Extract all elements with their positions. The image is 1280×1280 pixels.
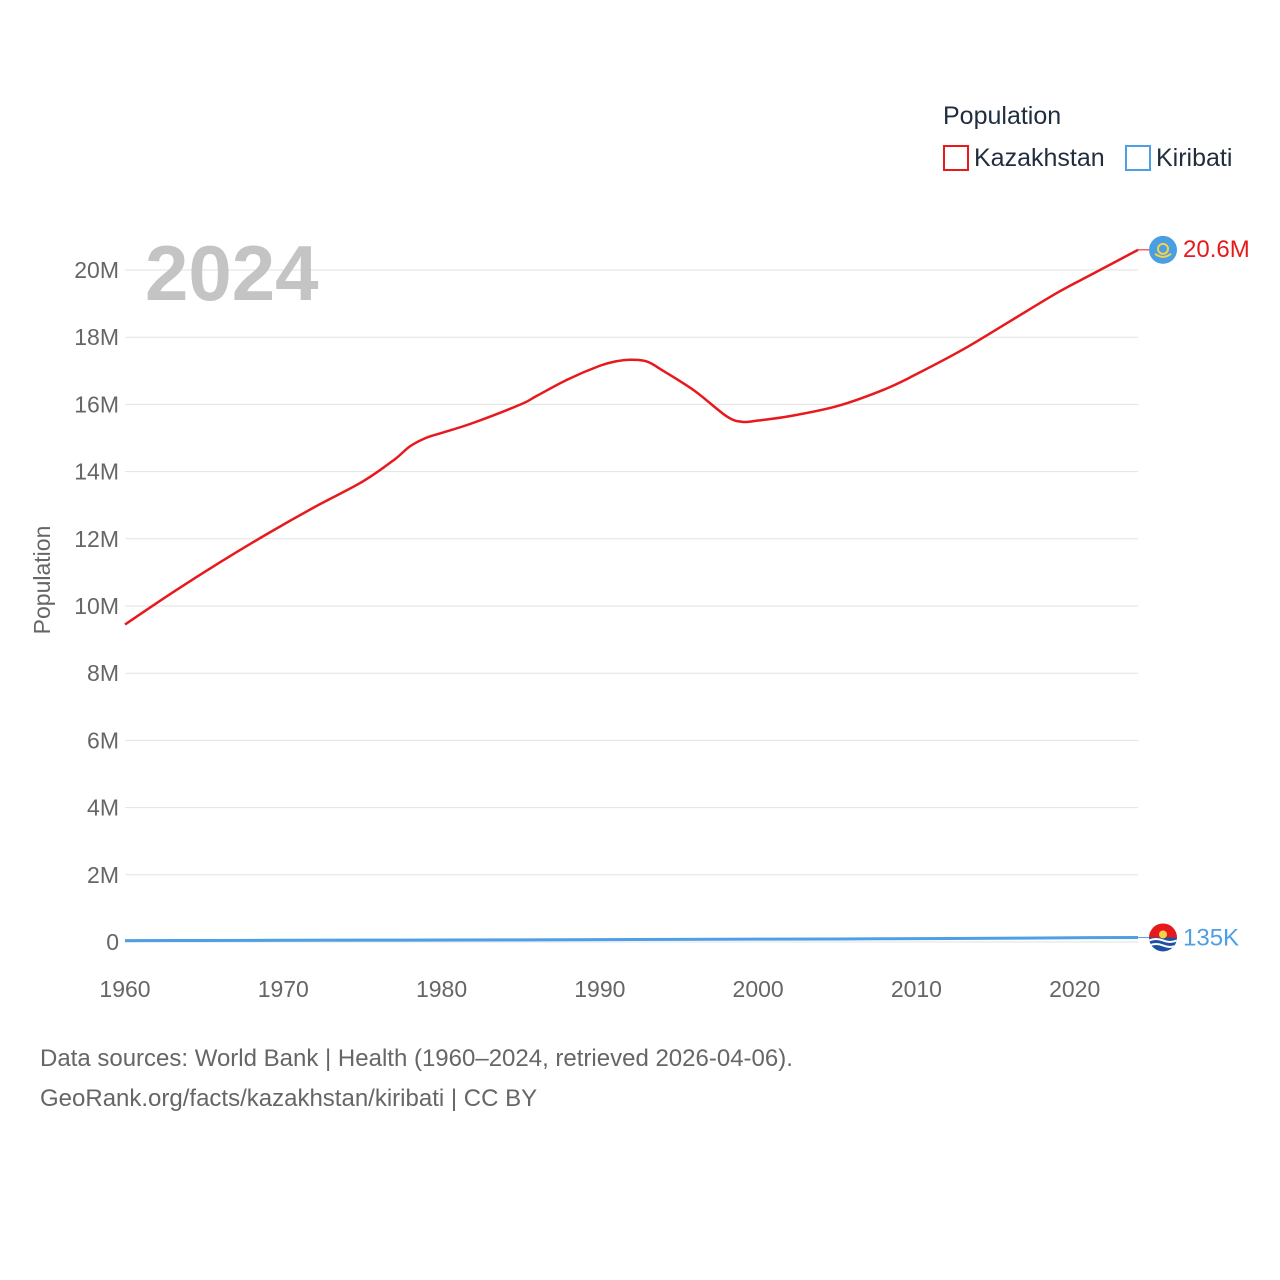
legend-title: Population xyxy=(943,102,1061,130)
source-line-1: Data sources: World Bank | Health (1960–… xyxy=(40,1045,793,1072)
y-tick-label: 4M xyxy=(87,795,119,821)
y-axis-ticks: 0 2M 4M 6M 8M 10M 12M 14M 16M 18M 20M xyxy=(74,257,119,955)
source-line-2[interactable]: GeoRank.org/facts/kazakhstan/kiribati | … xyxy=(40,1085,538,1112)
x-tick-label: 1980 xyxy=(416,976,467,1002)
legend-label-kiribati: Kiribati xyxy=(1156,144,1232,172)
y-tick-label: 2M xyxy=(87,862,119,888)
y-tick-label: 0 xyxy=(106,929,119,955)
end-label-kiribati: 135K xyxy=(1183,924,1239,951)
legend-item-kazakhstan[interactable]: Kazakhstan xyxy=(943,144,1105,172)
x-tick-label: 2010 xyxy=(891,976,942,1002)
legend-swatch-kazakhstan xyxy=(943,145,969,171)
x-tick-label: 2020 xyxy=(1049,976,1100,1002)
legend: Population Kazakhstan Kiribati xyxy=(943,102,1232,172)
year-watermark: 2024 xyxy=(145,229,319,317)
y-axis-title: Population xyxy=(29,526,55,635)
y-tick-label: 20M xyxy=(74,257,119,283)
series xyxy=(124,248,1149,943)
x-tick-label: 2000 xyxy=(733,976,784,1002)
kazakhstan-flag-icon xyxy=(1149,235,1177,264)
gridlines xyxy=(125,269,1138,943)
series-line-kazakhstan[interactable] xyxy=(124,248,1139,626)
kiribati-flag-icon xyxy=(1149,923,1177,952)
x-tick-label: 1970 xyxy=(258,976,309,1002)
y-tick-label: 14M xyxy=(74,459,119,485)
x-tick-label: 1990 xyxy=(574,976,625,1002)
y-tick-label: 16M xyxy=(74,391,119,417)
y-tick-label: 10M xyxy=(74,593,119,619)
y-tick-label: 12M xyxy=(74,526,119,552)
y-tick-label: 6M xyxy=(87,727,119,753)
y-tick-label: 18M xyxy=(74,324,119,350)
legend-item-kiribati[interactable]: Kiribati xyxy=(1125,144,1232,172)
series-line-kiribati[interactable] xyxy=(124,935,1139,943)
x-tick-label: 1960 xyxy=(99,976,150,1002)
y-tick-label: 8M xyxy=(87,660,119,686)
legend-label-kazakhstan: Kazakhstan xyxy=(974,144,1105,172)
legend-swatch-kiribati xyxy=(1125,145,1151,171)
x-axis-ticks: 1960 1970 1980 1990 2000 2010 2020 xyxy=(99,976,1100,1002)
end-label-kazakhstan: 20.6M xyxy=(1183,236,1250,263)
